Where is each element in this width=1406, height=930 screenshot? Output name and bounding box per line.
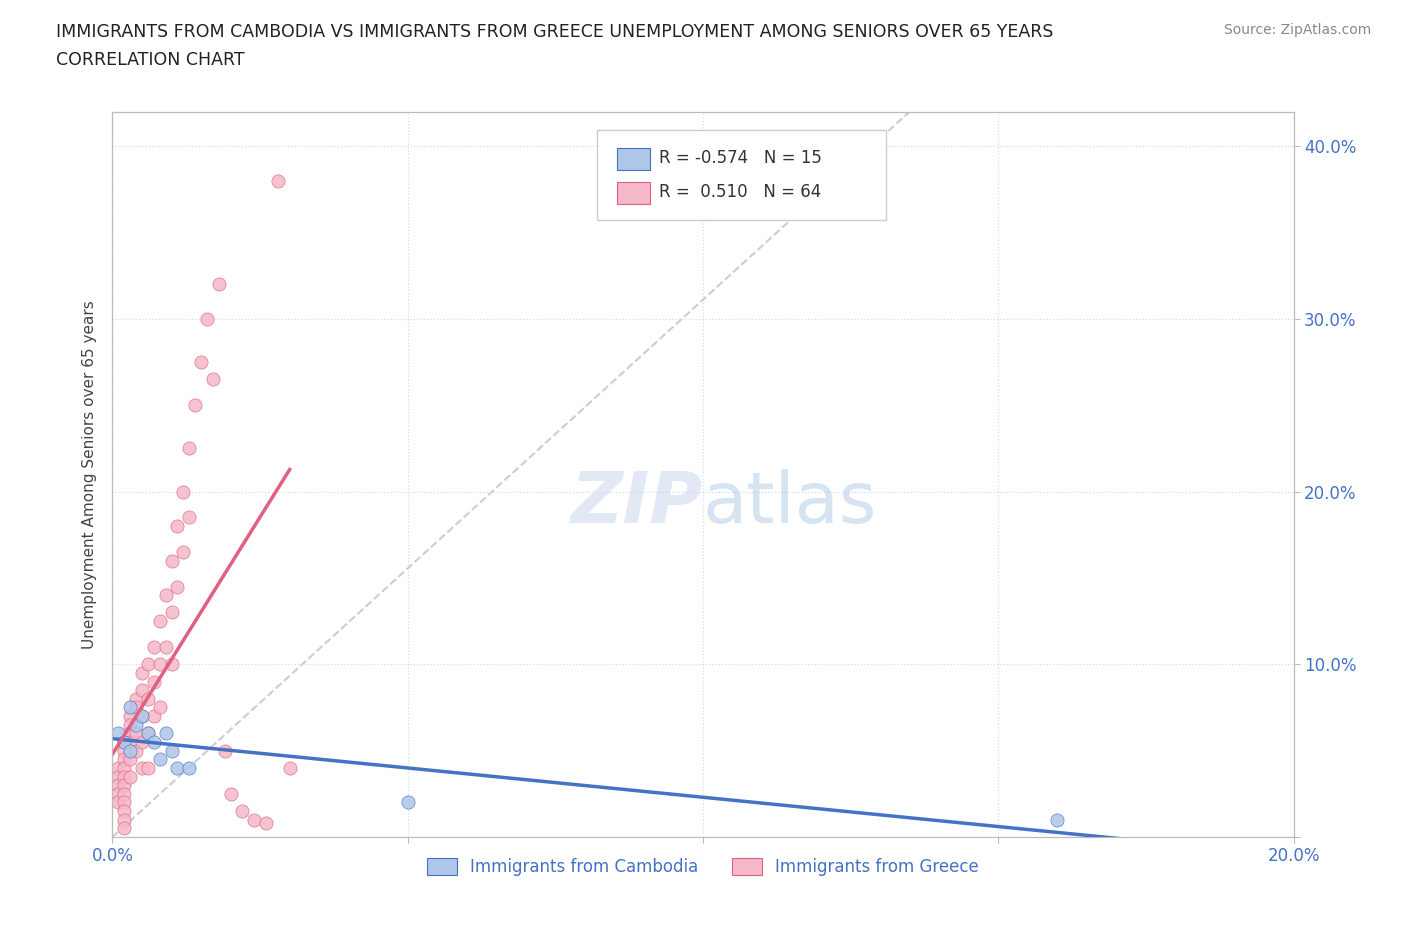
Point [112, 777, 135, 792]
Text: atlas: atlas [703, 469, 877, 538]
Text: R =  0.510   N = 64: R = 0.510 N = 64 [659, 183, 821, 201]
Bar [617, 148, 650, 169]
Legend: Immigrants from Cambodia, Immigrants from Greece: Immigrants from Cambodia, Immigrants fro… [420, 852, 986, 883]
Point [160, 605, 183, 620]
Point [131, 709, 153, 724]
Point [278, 761, 301, 776]
Point [120, 751, 142, 766]
Point [112, 795, 135, 810]
Point [149, 700, 172, 715]
Point [107, 726, 129, 741]
Point [149, 751, 172, 766]
Point [131, 735, 153, 750]
Point [112, 821, 135, 836]
Point [160, 657, 183, 671]
Point [142, 674, 165, 689]
Point [179, 441, 201, 456]
Text: Source: ZipAtlas.com: Source: ZipAtlas.com [1223, 23, 1371, 37]
Point [120, 700, 142, 715]
Point [136, 726, 159, 741]
Point [112, 769, 135, 784]
Point [155, 726, 177, 741]
Point [112, 735, 135, 750]
Point [243, 812, 266, 827]
Point [155, 588, 177, 603]
Point [136, 726, 159, 741]
Bar [617, 182, 650, 204]
Point [201, 372, 224, 387]
Point [136, 761, 159, 776]
Point [166, 519, 188, 534]
Point [1046, 812, 1069, 827]
Point [254, 816, 277, 830]
Point [120, 769, 142, 784]
Point [125, 691, 148, 706]
FancyBboxPatch shape [596, 130, 886, 220]
Point [172, 545, 194, 560]
Point [131, 709, 153, 724]
Point [166, 761, 188, 776]
Point [120, 735, 142, 750]
Point [396, 795, 419, 810]
Point [231, 804, 253, 818]
Point [142, 709, 165, 724]
Point [155, 640, 177, 655]
Point [149, 657, 172, 671]
Point [107, 769, 129, 784]
Point [160, 743, 183, 758]
Point [112, 743, 135, 758]
Point [179, 761, 201, 776]
Point [125, 726, 148, 741]
Text: R = -0.574   N = 15: R = -0.574 N = 15 [659, 149, 823, 167]
Y-axis label: Unemployment Among Seniors over 65 years: Unemployment Among Seniors over 65 years [82, 300, 97, 649]
Point [190, 354, 212, 369]
Point [184, 398, 207, 413]
Point [149, 614, 172, 629]
Point [120, 717, 142, 732]
Point [267, 173, 290, 188]
Point [125, 743, 148, 758]
Point [112, 787, 135, 802]
Point [112, 735, 135, 750]
Point [120, 726, 142, 741]
Point [125, 717, 148, 732]
Text: ZIP: ZIP [571, 469, 703, 538]
Point [107, 777, 129, 792]
Point [136, 691, 159, 706]
Point [112, 804, 135, 818]
Point [131, 683, 153, 698]
Point [195, 312, 218, 326]
Point [219, 787, 242, 802]
Point [172, 485, 194, 499]
Point [120, 743, 142, 758]
Point [166, 579, 188, 594]
Point [112, 751, 135, 766]
Point [107, 795, 129, 810]
Point [142, 735, 165, 750]
Point [131, 761, 153, 776]
Point [107, 787, 129, 802]
Point [179, 510, 201, 525]
Point [160, 553, 183, 568]
Point [142, 640, 165, 655]
Point [120, 709, 142, 724]
Text: CORRELATION CHART: CORRELATION CHART [56, 51, 245, 69]
Text: IMMIGRANTS FROM CAMBODIA VS IMMIGRANTS FROM GREECE UNEMPLOYMENT AMONG SENIORS OV: IMMIGRANTS FROM CAMBODIA VS IMMIGRANTS F… [56, 23, 1053, 41]
Point [136, 657, 159, 671]
Point [208, 277, 231, 292]
Point [107, 761, 129, 776]
Point [112, 812, 135, 827]
Point [125, 700, 148, 715]
Point [214, 743, 236, 758]
Point [131, 666, 153, 681]
Point [112, 761, 135, 776]
